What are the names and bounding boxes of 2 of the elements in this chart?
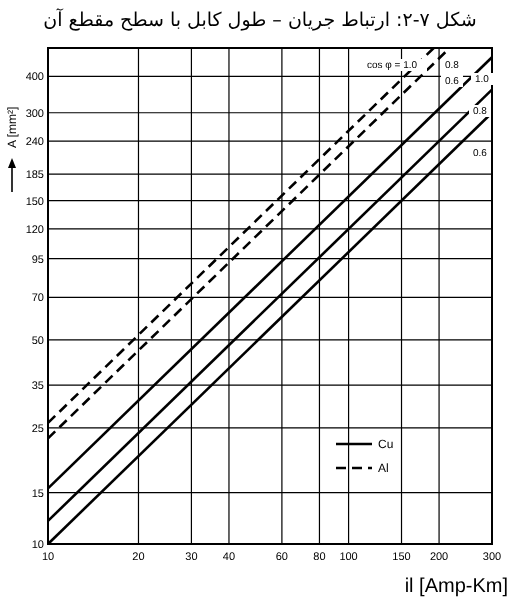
chart-title: شکل ۷-۲: ارتباط جریان – طول کابل با سطح مقطع آن (43, 8, 477, 32)
x-axis-title: il [Amp-Km] (404, 576, 509, 598)
